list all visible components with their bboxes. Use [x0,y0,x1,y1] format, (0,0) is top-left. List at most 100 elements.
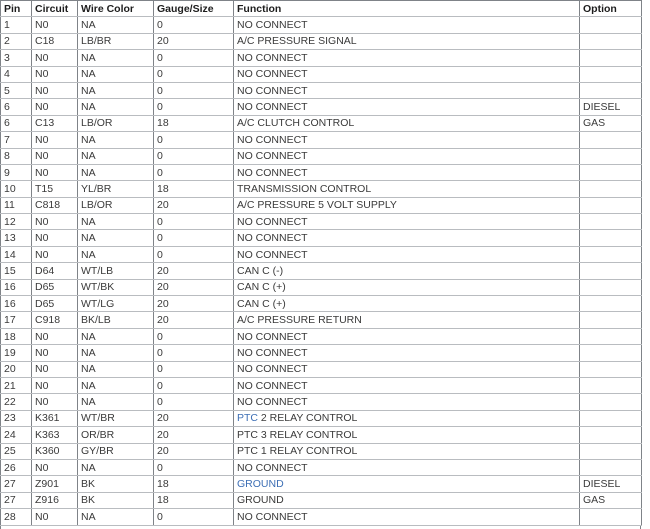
cell-func: NO CONNECT [233,458,580,477]
cell-func: NO CONNECT [233,65,580,83]
cell-gauge: 0 [153,360,234,378]
table-row[interactable]: 15 D64 WT/LB 20 CAN C (-) [0,262,642,280]
cell-wire: WT/BR [77,409,154,428]
cell-gauge: 20 [153,262,234,280]
cell-pin: 16 [0,278,32,297]
table-row[interactable]: 7 N0 NA 0 NO CONNECT [0,131,642,149]
cell-option [579,344,642,362]
table-row[interactable]: 16 D65 WT/LG 20 CAN C (+) [0,295,642,313]
cell-pin: 13 [0,229,32,247]
table-row[interactable]: 17 C918 BK/LB 20 A/C PRESSURE RETURN [0,311,642,329]
cell-circuit: N0 [31,458,78,477]
cell-gauge: 0 [153,81,234,100]
table-row[interactable]: 1 N0 NA 0 NO CONNECT [0,16,642,34]
cell-pin: 5 [0,81,32,100]
cell-gauge: 0 [153,393,234,411]
cell-gauge: 0 [153,327,234,346]
cell-gauge: 0 [153,147,234,165]
cell-gauge: 18 [153,180,234,198]
table-row[interactable]: 22 N0 NA 0 NO CONNECT [0,393,642,411]
table-row[interactable]: 28 N0 NA 0 NO CONNECT [0,508,642,526]
column-header-pin[interactable]: Pin [0,0,32,18]
table-row[interactable]: 11 C818 LB/OR 20 A/C PRESSURE 5 VOLT SUPPLY [0,196,642,215]
cell-wire: WT/BK [77,278,154,297]
cell-circuit: T15 [31,180,78,198]
cell-circuit: C13 [31,114,78,133]
cell-wire: OR/BR [77,426,154,444]
cell-func: NO CONNECT [233,131,580,149]
cell-circuit: N0 [31,163,78,182]
cell-func: A/C PRESSURE 5 VOLT SUPPLY [233,196,580,215]
cell-func: NO CONNECT [233,229,580,247]
cell-option [579,229,642,247]
cell-gauge: 0 [153,49,234,67]
table-row[interactable]: 4 N0 NA 0 NO CONNECT [0,65,642,83]
table-row[interactable]: 5 N0 NA 0 NO CONNECT [0,81,642,100]
cell-pin: 7 [0,131,32,149]
column-header-func[interactable]: Function [233,0,580,18]
table-row[interactable]: 14 N0 NA 0 NO CONNECT [0,245,642,264]
cell-circuit: C18 [31,32,78,51]
cell-pin: 24 [0,426,32,444]
table-row[interactable]: 12 N0 NA 0 NO CONNECT [0,213,642,231]
table-row[interactable]: 20 N0 NA 0 NO CONNECT [0,360,642,378]
cell-option [579,508,642,526]
table-row[interactable]: 6 N0 NA 0 NO CONNECT DIESEL [0,98,642,116]
cell-func: NO CONNECT [233,344,580,362]
cell-option [579,180,642,198]
table-row[interactable]: 19 N0 NA 0 NO CONNECT [0,344,642,362]
cell-wire: NA [77,49,154,67]
cell-func-link[interactable]: PTC [237,412,258,425]
cell-gauge: 20 [153,311,234,329]
cell-option [579,65,642,83]
cell-wire: NA [77,147,154,165]
cell-circuit: N0 [31,98,78,116]
cell-circuit: Z901 [31,475,78,493]
cell-circuit: N0 [31,213,78,231]
table-row[interactable]: 23 K361 WT/BR 20 PTC 2 RELAY CONTROL [0,409,642,428]
cell-func: NO CONNECT [233,360,580,378]
column-header-gauge[interactable]: Gauge/Size [153,0,234,18]
cell-gauge: 20 [153,409,234,428]
cell-circuit: N0 [31,147,78,165]
cell-func: NO CONNECT [233,327,580,346]
cell-gauge: 0 [153,131,234,149]
table-row[interactable]: 27 Z901 BK 18 GROUND DIESEL [0,475,642,493]
cell-circuit: K361 [31,409,78,428]
table-row[interactable]: 24 K363 OR/BR 20 PTC 3 RELAY CONTROL [0,426,642,444]
cell-pin: 22 [0,393,32,411]
cell-func[interactable]: GROUND [233,475,580,493]
cell-wire: NA [77,344,154,362]
cell-circuit: D65 [31,278,78,297]
table-row[interactable]: 10 T15 YL/BR 18 TRANSMISSION CONTROL [0,180,642,198]
cell-wire: WT/LG [77,295,154,313]
table-row[interactable]: 16 D65 WT/BK 20 CAN C (+) [0,278,642,297]
cell-circuit: N0 [31,49,78,67]
cell-option [579,131,642,149]
column-header-circuit[interactable]: Circuit [31,0,78,18]
cell-func: A/C CLUTCH CONTROL [233,114,580,133]
cell-circuit: N0 [31,376,78,395]
cell-pin: 8 [0,147,32,165]
table-row[interactable]: 18 N0 NA 0 NO CONNECT [0,327,642,346]
cell-option [579,147,642,165]
cell-gauge: 0 [153,245,234,264]
table-row[interactable]: 27 Z916 BK 18 GROUND GAS [0,491,642,510]
table-row[interactable]: 21 N0 NA 0 NO CONNECT [0,376,642,395]
table-row[interactable]: 6 C13 LB/OR 18 A/C CLUTCH CONTROL GAS [0,114,642,133]
table-row[interactable]: 25 K360 GY/BR 20 PTC 1 RELAY CONTROL [0,442,642,460]
cell-circuit: N0 [31,360,78,378]
table-row[interactable]: 3 N0 NA 0 NO CONNECT [0,49,642,67]
table-row[interactable]: 9 N0 NA 0 NO CONNECT [0,163,642,182]
cell-option [579,49,642,67]
cell-wire: NA [77,65,154,83]
table-row[interactable]: 2 C18 LB/BR 20 A/C PRESSURE SIGNAL [0,32,642,51]
cell-gauge: 0 [153,65,234,83]
cell-option [579,213,642,231]
table-row[interactable]: 13 N0 NA 0 NO CONNECT [0,229,642,247]
column-header-option[interactable]: Option [579,0,642,18]
column-header-wire[interactable]: Wire Color [77,0,154,18]
table-row[interactable]: 8 N0 NA 0 NO CONNECT [0,147,642,165]
table-row[interactable]: 26 N0 NA 0 NO CONNECT [0,458,642,477]
